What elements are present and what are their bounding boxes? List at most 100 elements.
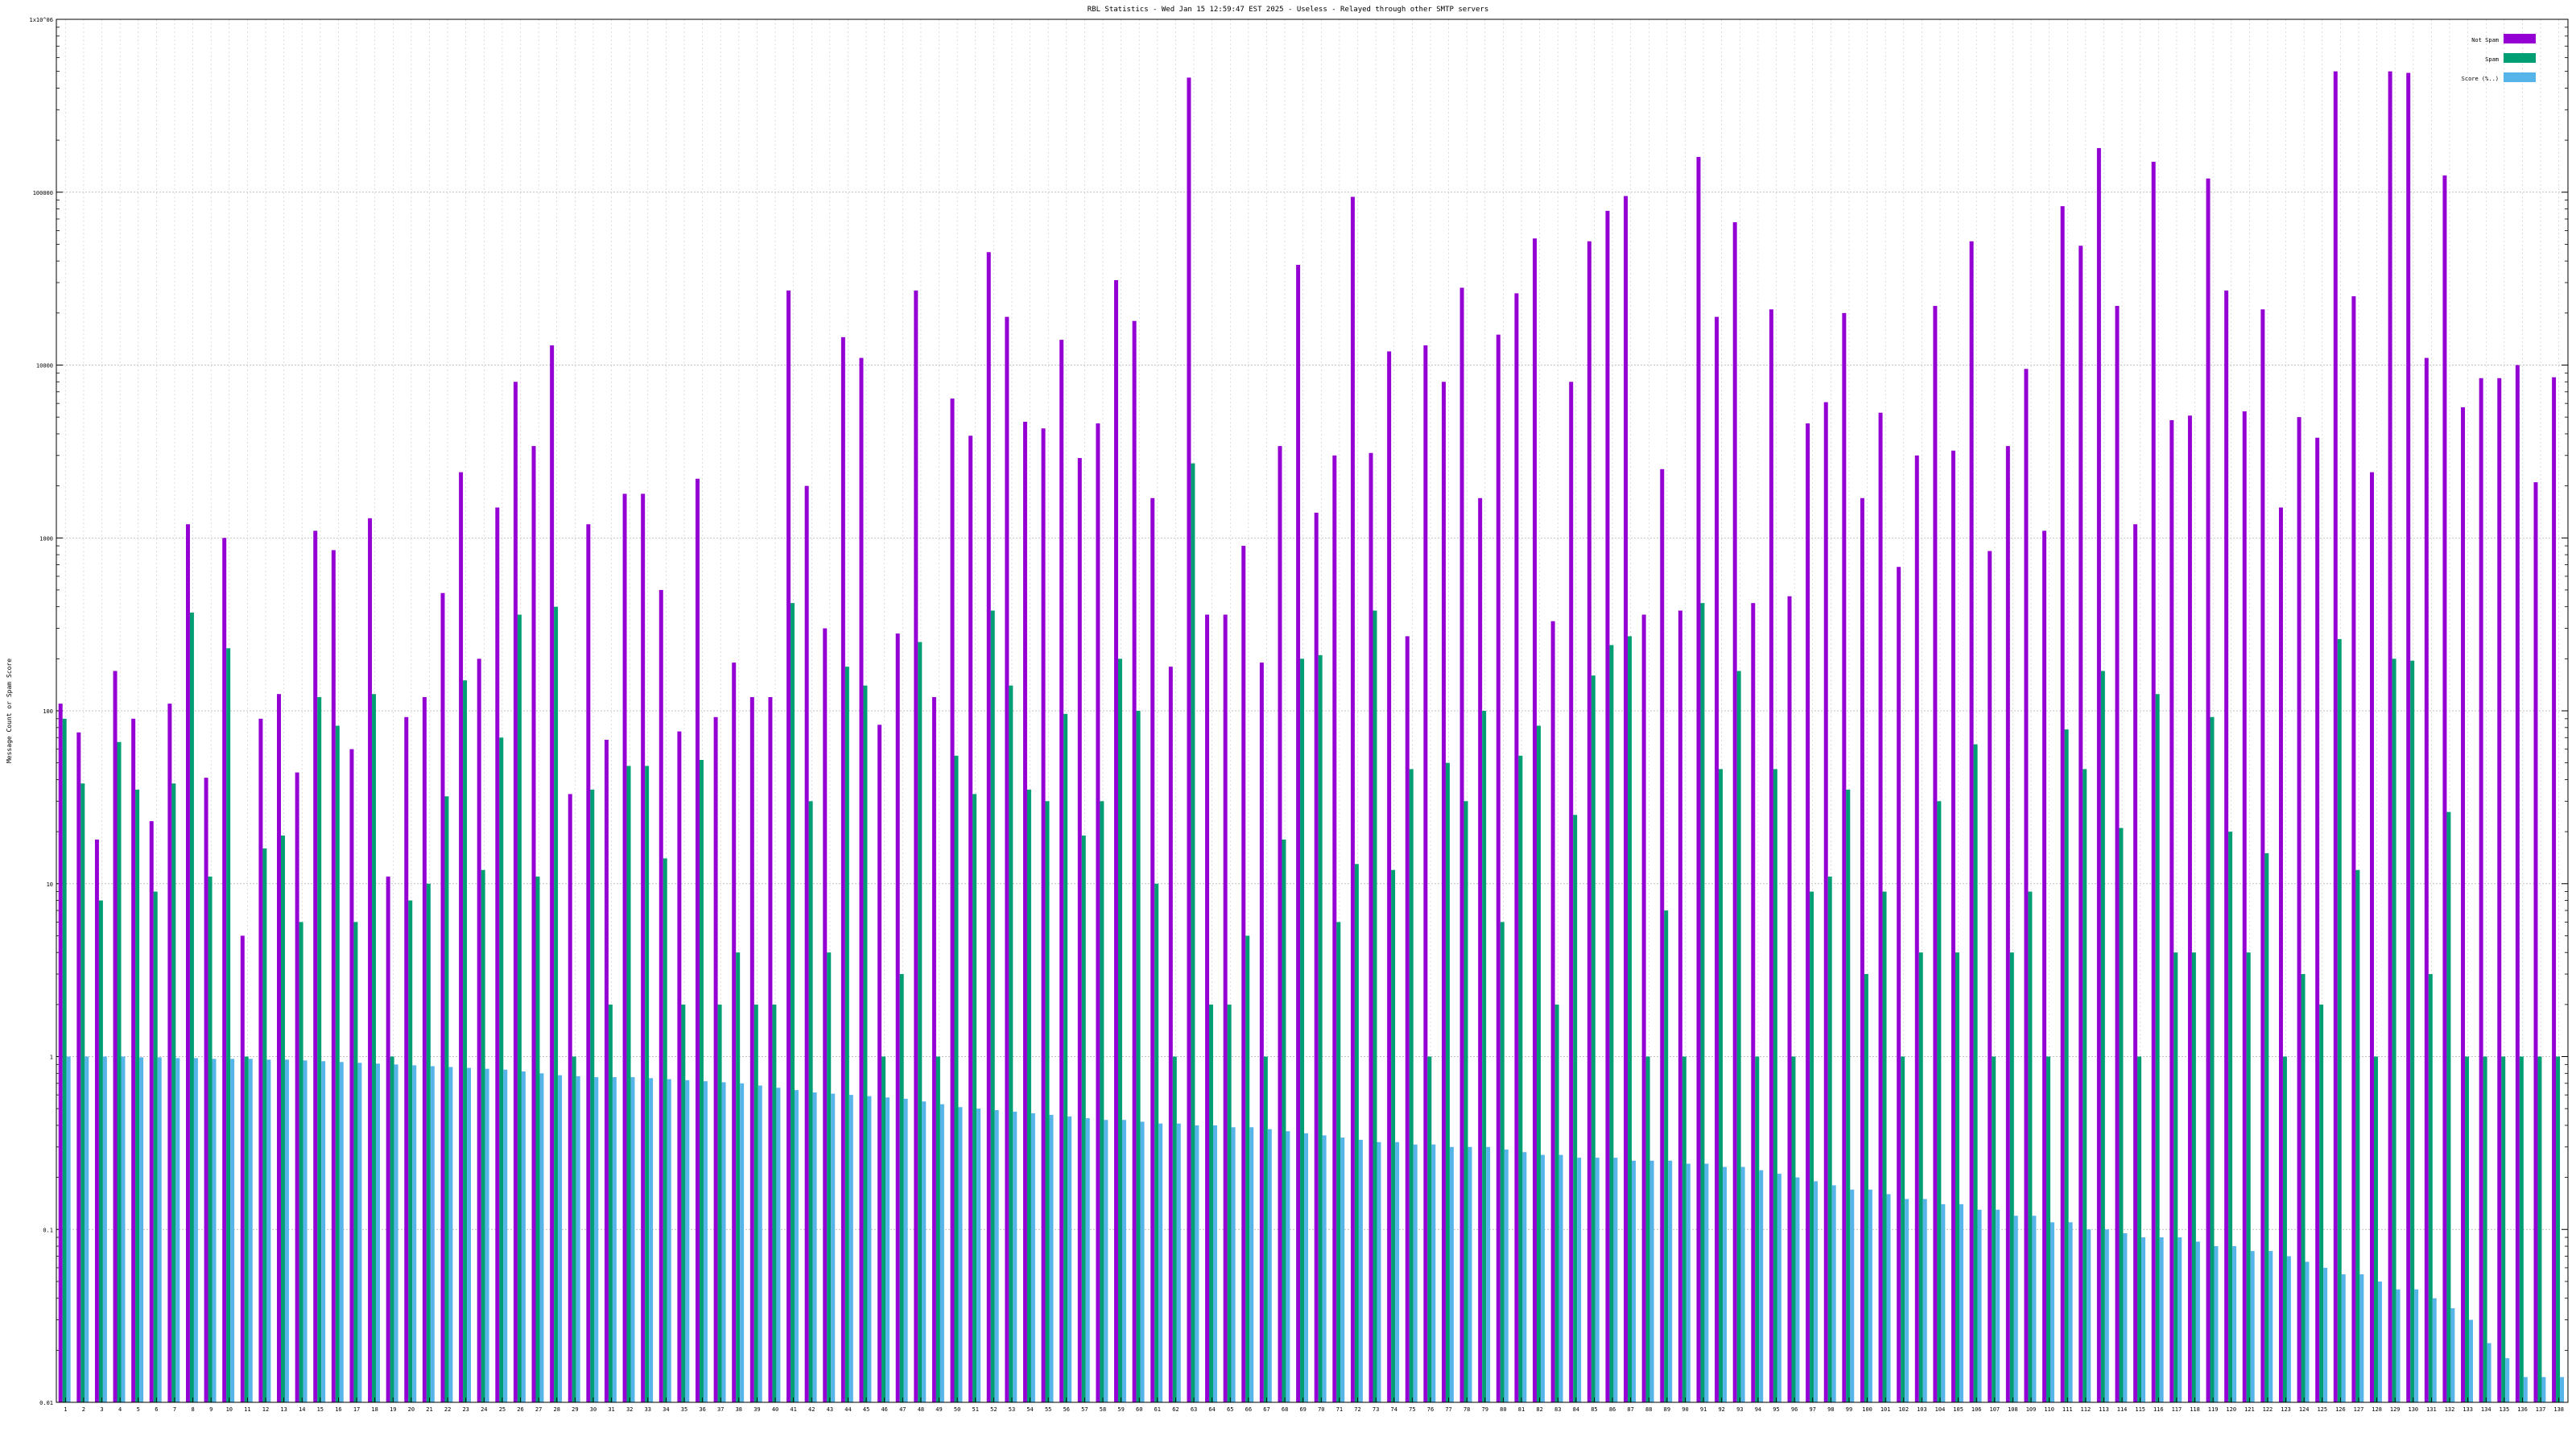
x-tick-label: 87 [1627, 1406, 1633, 1413]
not-spam-bar [986, 252, 991, 1402]
score-bar [1267, 1129, 1272, 1402]
not-spam-bar [2424, 357, 2429, 1402]
x-tick-label: 129 [2390, 1406, 2401, 1413]
not-spam-bar [786, 290, 791, 1402]
x-tick-label: 65 [1227, 1406, 1233, 1413]
spam-bar [499, 737, 504, 1402]
x-tick-label: 19 [390, 1406, 396, 1413]
spam-bar [1573, 815, 1578, 1402]
not-spam-bar [1641, 614, 1646, 1402]
score-bar [485, 1068, 489, 1402]
x-tick-label: 127 [2354, 1406, 2364, 1413]
spam-bar [2137, 1056, 2142, 1402]
x-tick-label: 132 [2445, 1406, 2455, 1413]
x-tick-label: 1 [64, 1406, 67, 1413]
x-tick-label: 4 [118, 1406, 122, 1413]
not-spam-bar [1914, 455, 1919, 1402]
x-tick-label: 102 [1898, 1406, 1909, 1413]
not-spam-bar [1077, 457, 1082, 1403]
not-spam-bar [2169, 419, 2174, 1403]
score-bar [1868, 1189, 1872, 1402]
x-tick-label: 24 [481, 1406, 487, 1413]
x-tick-label: 22 [444, 1406, 451, 1413]
x-tick-label: 18 [371, 1406, 378, 1413]
x-tick-label: 99 [1846, 1406, 1852, 1413]
score-bar [2159, 1237, 2164, 1402]
x-axis: 1 2 3 4 5 6 7 8 9 10 11 12 13 14 15 16 17 18 19 20 21 22 23 24 2… [64, 1397, 2564, 1413]
x-tick-label: 113 [2099, 1406, 2109, 1413]
x-tick-label: 83 [1554, 1406, 1561, 1413]
spam-bar [1318, 654, 1323, 1402]
score-bar [1249, 1127, 1254, 1402]
not-spam-bar [1878, 412, 1883, 1403]
spam-bar [372, 694, 377, 1402]
x-tick-label: 23 [462, 1406, 469, 1413]
x-tick-label: 35 [681, 1406, 687, 1413]
spam-bar [863, 685, 868, 1402]
spam-bar [2264, 852, 2269, 1402]
x-tick-label: 77 [1445, 1406, 1451, 1413]
x-tick-label: 53 [1009, 1406, 1015, 1413]
spam-bar [1263, 1056, 1268, 1402]
spam-bar [2028, 891, 2033, 1402]
score-bar [958, 1107, 963, 1402]
score-bar [1413, 1144, 1418, 1402]
spam-bar [1955, 952, 1959, 1402]
x-tick-label: 17 [353, 1406, 360, 1413]
not-spam-bar [1441, 382, 1446, 1403]
spam-bar [2210, 716, 2215, 1402]
score-bar [2232, 1246, 2237, 1402]
spam-bar [827, 952, 832, 1402]
not-spam-bar [2042, 530, 2047, 1403]
not-spam-bar [641, 493, 646, 1403]
spam-bar [2519, 1056, 2524, 1402]
not-spam-bar [1114, 279, 1118, 1402]
x-tick-label: 13 [280, 1406, 287, 1413]
score-bar [1449, 1146, 1454, 1402]
spam-bar [2355, 869, 2360, 1402]
not-spam-bar [1459, 287, 1464, 1403]
x-tick-label: 31 [608, 1406, 614, 1413]
score-bar [1322, 1135, 1327, 1402]
not-spam-bar [204, 778, 208, 1402]
score-bar [121, 1056, 126, 1402]
x-tick-label: 123 [2281, 1406, 2291, 1413]
spam-bar [717, 1004, 722, 1402]
spam-bar [2191, 952, 2196, 1402]
score-bar [1723, 1166, 1728, 1402]
score-bar [721, 1082, 726, 1402]
spam-bar [208, 876, 213, 1402]
x-tick-label: 133 [2462, 1406, 2473, 1413]
score-bar [886, 1097, 890, 1402]
spam-bar [444, 796, 449, 1402]
not-spam-bar [2351, 296, 2356, 1403]
x-tick-label: 63 [1191, 1406, 1197, 1413]
x-tick-label: 137 [2536, 1406, 2546, 1413]
spam-bar [189, 612, 194, 1402]
not-spam-bar [1205, 614, 1210, 1402]
x-tick-label: 128 [2372, 1406, 2382, 1413]
x-tick-label: 98 [1827, 1406, 1834, 1413]
not-spam-bar [240, 935, 245, 1402]
spam-bar [1136, 711, 1141, 1402]
spam-bar [1827, 876, 1832, 1402]
spam-bar [1463, 801, 1468, 1402]
x-tick-label: 8 [191, 1406, 194, 1413]
x-tick-label: 26 [517, 1406, 523, 1413]
not-spam-bar [1223, 614, 1228, 1402]
score-bar [1668, 1160, 1673, 1402]
spam-bar [1300, 658, 1305, 1402]
not-spam-bar [1787, 596, 1792, 1402]
spam-bar [1500, 922, 1505, 1402]
not-spam-bar [749, 696, 754, 1402]
not-spam-bar [823, 628, 828, 1402]
score-bar [139, 1057, 144, 1402]
spam-bar [645, 766, 650, 1402]
x-tick-label: 42 [808, 1406, 815, 1413]
x-tick-label: 30 [590, 1406, 597, 1413]
not-spam-bar [2096, 147, 2101, 1403]
score-bar [2469, 1319, 2473, 1402]
x-tick-label: 118 [2190, 1406, 2200, 1413]
not-spam-bar [1933, 305, 1938, 1402]
spam-bar [280, 835, 285, 1402]
